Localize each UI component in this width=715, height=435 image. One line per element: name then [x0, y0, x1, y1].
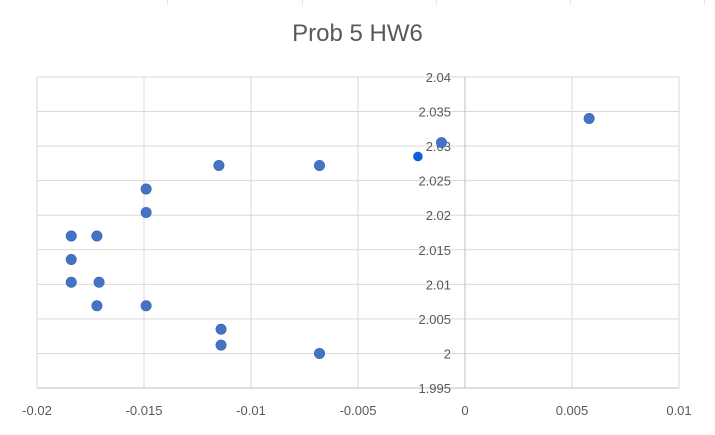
data-point: [313, 347, 325, 359]
spreadsheet-column-line: [704, 0, 705, 5]
data-point: [65, 230, 77, 242]
data-point: [583, 112, 595, 124]
data-point: [140, 183, 152, 195]
x-tick-label: 0: [461, 403, 468, 418]
spreadsheet-column-line: [302, 0, 303, 5]
y-tick-label: 2.035: [418, 105, 451, 120]
data-point: [215, 339, 227, 351]
data-point: [65, 253, 77, 265]
spreadsheet-column-line: [167, 0, 168, 5]
y-tick-label: 2: [444, 346, 451, 361]
data-point: [140, 206, 152, 218]
highlighted-data-point: [413, 151, 423, 162]
x-tick-label: -0.015: [126, 403, 163, 418]
data-point: [213, 159, 225, 171]
x-tick-label: -0.01: [236, 403, 266, 418]
data-point: [65, 276, 77, 288]
y-tick-label: 2.005: [418, 312, 451, 327]
data-point: [215, 323, 227, 335]
y-tick-label: 2.02: [426, 208, 451, 223]
data-point: [435, 137, 447, 149]
y-tick-label: 2.01: [426, 277, 451, 292]
x-tick-label: 0.005: [556, 403, 589, 418]
y-tick-label: 2.015: [418, 243, 451, 258]
data-point: [313, 159, 325, 171]
data-point: [140, 300, 152, 312]
y-tick-label: 1.995: [418, 381, 451, 396]
y-tick-label: 2.025: [418, 174, 451, 189]
data-point: [93, 276, 105, 288]
spreadsheet-column-line: [570, 0, 571, 5]
chart-title: Prob 5 HW6: [292, 20, 423, 47]
y-tick-label: 2.04: [426, 70, 451, 85]
x-tick-label: -0.005: [340, 403, 377, 418]
spreadsheet-column-line: [436, 0, 437, 5]
data-point: [91, 230, 103, 242]
data-point: [91, 300, 103, 312]
x-tick-label: 0.01: [666, 403, 691, 418]
x-tick-label: -0.02: [22, 403, 52, 418]
